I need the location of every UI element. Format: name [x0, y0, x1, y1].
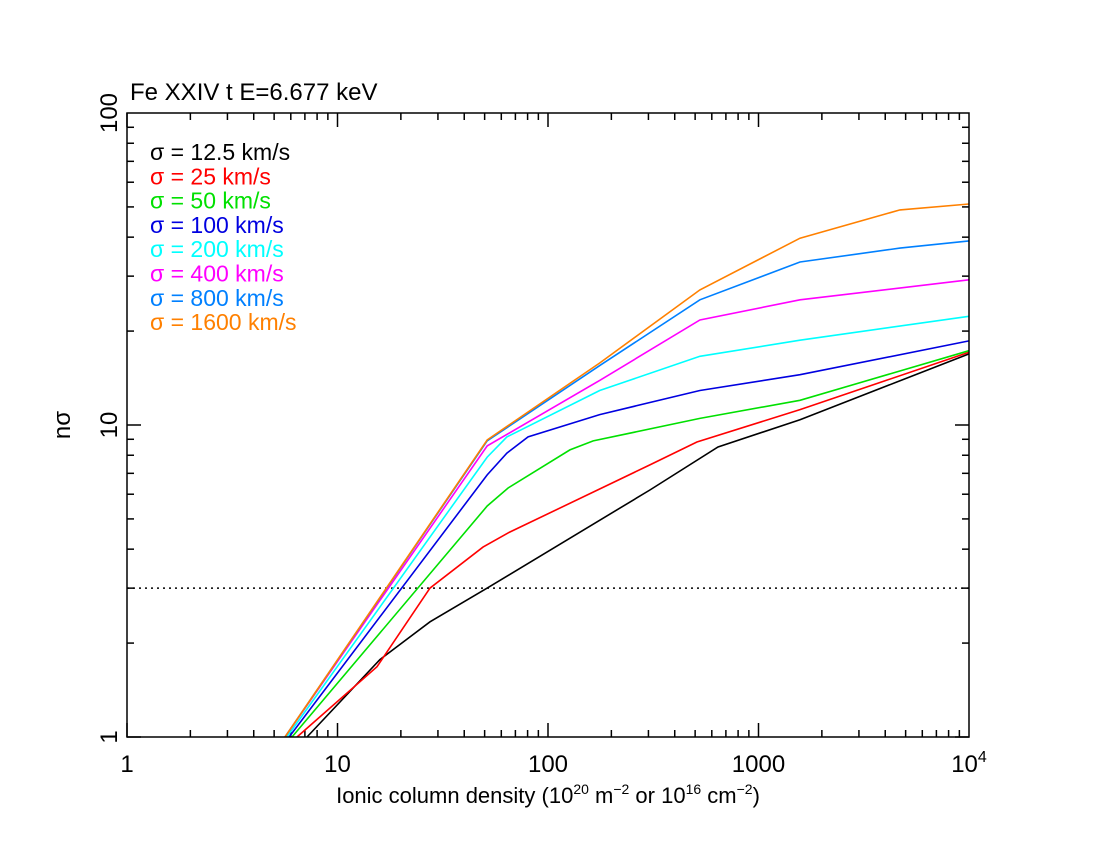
- x-tick-label: 104: [951, 749, 987, 778]
- y-tick-label: 1: [96, 730, 123, 743]
- x-axis-label: Ionic column density (1020 m−2 or 1016 c…: [336, 781, 760, 808]
- legend: σ = 12.5 km/sσ = 25 km/sσ = 50 km/sσ = 1…: [150, 139, 297, 335]
- x-tick-labels: 1 10 100 1000 104: [120, 749, 987, 778]
- series-lines: [284, 203, 970, 738]
- x-axis-label-sup1: 20: [573, 781, 589, 797]
- series-line-3: [288, 340, 970, 738]
- x-tick-label-base: 1: [120, 751, 133, 778]
- legend-entry-5: σ = 400 km/s: [150, 261, 284, 287]
- x-axis-label-end: ): [753, 783, 760, 808]
- x-tick-label: 1000: [732, 751, 785, 778]
- legend-entry-4: σ = 200 km/s: [150, 236, 284, 262]
- legend-entry-3: σ = 100 km/s: [150, 212, 284, 238]
- x-axis-label-mid1: m: [589, 783, 613, 808]
- series-line-1: [296, 351, 970, 738]
- x-axis-label-main: Ionic column density (10: [336, 783, 573, 808]
- legend-entry-1: σ = 25 km/s: [150, 163, 271, 189]
- x-tick-label-base: 10: [324, 751, 351, 778]
- x-tick-label: 10: [324, 751, 351, 778]
- legend-entry-0: σ = 12.5 km/s: [150, 139, 290, 165]
- x-axis-label-mid2: or 10: [629, 783, 685, 808]
- x-tick-label: 100: [528, 751, 568, 778]
- series-line-7: [284, 203, 970, 738]
- y-tick-label: 100: [96, 93, 123, 133]
- series-line-5: [284, 279, 970, 738]
- y-tick-label: 10: [96, 412, 123, 439]
- x-axis-label-sup3: 16: [686, 781, 702, 797]
- series-line-4: [286, 315, 970, 738]
- y-axis-label: nσ: [49, 411, 76, 439]
- axis-ticks: [126, 113, 969, 738]
- legend-entry-2: σ = 50 km/s: [150, 188, 271, 214]
- series-line-0: [306, 353, 970, 738]
- x-tick-label-base: 1000: [732, 751, 785, 778]
- x-tick-label: 1: [120, 751, 133, 778]
- x-axis-label-sup4: −2: [737, 781, 753, 797]
- series-line-6: [284, 240, 970, 738]
- x-axis-label-mid3: cm: [701, 783, 736, 808]
- y-tick-labels: 1 10 100: [96, 93, 123, 744]
- x-axis-label-sup2: −2: [613, 781, 629, 797]
- legend-entry-7: σ = 1600 km/s: [150, 309, 297, 335]
- plot-frame: [126, 112, 970, 738]
- x-tick-label-base: 10: [951, 751, 978, 778]
- x-tick-label-exponent: 4: [978, 749, 987, 766]
- chart-title: Fe XXIV t E=6.677 keV: [130, 79, 377, 106]
- x-tick-label-base: 100: [528, 751, 568, 778]
- series-line-2: [291, 349, 970, 738]
- legend-entry-6: σ = 800 km/s: [150, 285, 284, 311]
